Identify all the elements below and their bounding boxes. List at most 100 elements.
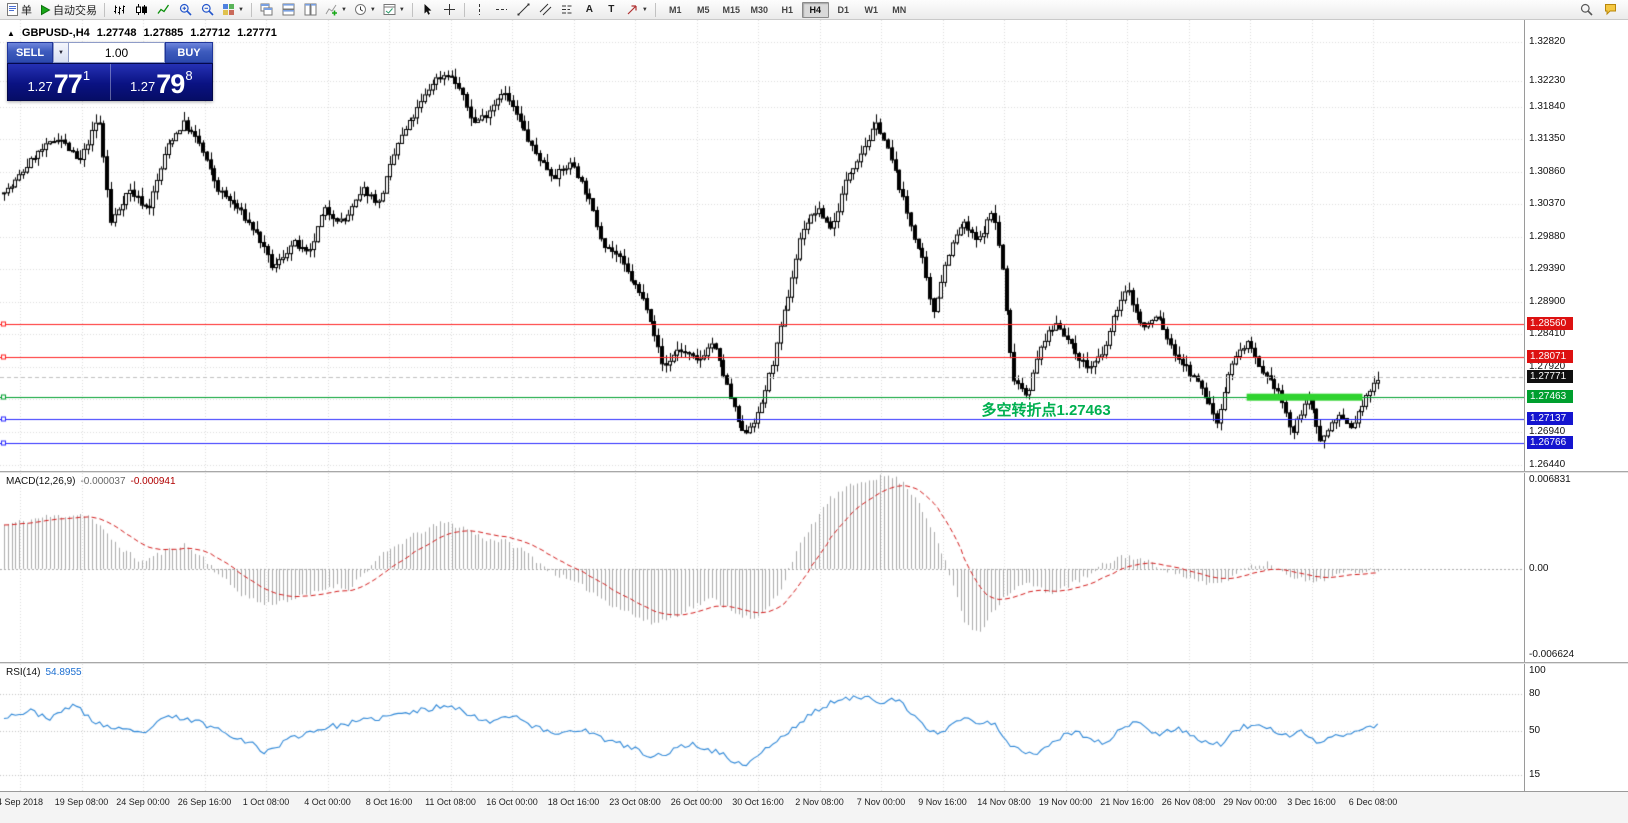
chart-header: ▲ GBPUSD-,H4 1.27748 1.27885 1.27712 1.2…	[7, 27, 277, 39]
timeframe-button-m30[interactable]: M30	[746, 2, 773, 18]
search-button[interactable]	[1576, 1, 1597, 19]
time-axis-label: 8 Oct 16:00	[365, 797, 413, 807]
price-axis-label: 1.31840	[1529, 100, 1566, 112]
bar-chart-icon	[114, 5, 125, 15]
rsi-pane: RSI(14) 54.8955	[0, 664, 1524, 791]
price-axis-label: 1.28410	[1529, 328, 1566, 340]
dropdown-caret-icon: ▼	[238, 6, 244, 13]
label-button[interactable]: T	[601, 1, 622, 19]
horizontal-line-button[interactable]	[491, 1, 512, 19]
macd-name: MACD(12,26,9)	[6, 476, 76, 487]
timeframe-button-mn[interactable]: MN	[886, 2, 913, 18]
templates-button[interactable]: ▼	[380, 1, 408, 19]
rsi-canvas[interactable]	[0, 664, 1524, 791]
timeframe-button-d1[interactable]: D1	[830, 2, 857, 18]
trade-panel-controls: SELL ▼ BUY	[7, 42, 213, 63]
tile-vertical-button[interactable]	[300, 1, 321, 19]
buy-price-display[interactable]: 1.27 79 8	[109, 64, 213, 100]
arrow-object-icon	[627, 5, 637, 15]
time-axis-label: 21 Nov 16:00	[1100, 797, 1154, 807]
dropdown-caret-icon: ▼	[340, 6, 347, 13]
trendline-icon	[517, 3, 530, 16]
time-axis-label: 26 Nov 08:00	[1161, 797, 1216, 807]
autotrading-label: 自动交易	[53, 4, 97, 17]
time-axis-label: 16 Oct 00:00	[486, 797, 538, 807]
zoom-in-button[interactable]	[175, 1, 196, 19]
price-badge: 1.26766	[1527, 436, 1573, 450]
rsi-name: RSI(14)	[6, 667, 41, 678]
symbol-label: GBPUSD-,H4	[21, 27, 90, 39]
timeframe-button-m5[interactable]: M5	[690, 2, 717, 18]
sell-button[interactable]: SELL	[7, 42, 53, 63]
new-chart-button[interactable]: ▼	[219, 1, 247, 19]
time-axis-label: 29 Nov 00:00	[1223, 797, 1277, 807]
candlestick-chart-button[interactable]	[131, 1, 152, 19]
toolbar: 单 自动交易 ▼	[0, 0, 1628, 20]
indicators-button[interactable]: ▼	[322, 1, 350, 19]
volume-dropdown-button[interactable]: ▼	[53, 42, 69, 63]
buy-button[interactable]: BUY	[165, 42, 213, 63]
pane-splitter[interactable]	[0, 471, 1628, 473]
text-button[interactable]: A	[579, 1, 600, 19]
channel-button[interactable]	[535, 1, 556, 19]
rsi-axis[interactable]: 100 80 50 15	[1524, 664, 1628, 791]
time-axis-label: 1 Oct 08:00	[242, 797, 290, 807]
toolbar-right-group	[1576, 1, 1625, 19]
macd-label: MACD(12,26,9) -0.000037 -0.000941	[6, 476, 176, 487]
time-axis-label: 4 Sep 2018	[0, 797, 44, 807]
zoom-out-button[interactable]	[197, 1, 218, 19]
macd-axis[interactable]: 0.006831 0.00 -0.006624	[1524, 473, 1628, 662]
cursor-icon	[424, 4, 432, 15]
price-axis[interactable]: 1.32820 1.32230 1.31840 1.31350 1.30860 1.303…	[1524, 20, 1628, 471]
search-icon	[1580, 3, 1593, 16]
pane-splitter[interactable]	[0, 662, 1628, 664]
macd-pane: MACD(12,26,9) -0.000037 -0.000941	[0, 473, 1524, 662]
dropdown-caret-icon: ▼	[369, 6, 376, 13]
cascade-windows-button[interactable]	[256, 1, 277, 19]
arrows-button[interactable]: ▼	[623, 1, 651, 19]
periods-button[interactable]: ▼	[351, 1, 379, 19]
buy-price-sup: 8	[185, 68, 193, 83]
toolbar-separator	[104, 2, 105, 17]
sell-price-display[interactable]: 1.27 77 1	[8, 64, 110, 100]
trendline-button[interactable]	[513, 1, 534, 19]
community-button[interactable]	[1600, 1, 1621, 19]
trade-panel-prices: 1.27 77 1 1.27 79 8	[7, 63, 213, 101]
price-chart-canvas[interactable]	[0, 20, 1524, 471]
line-chart-button[interactable]	[153, 1, 174, 19]
timeframe-button-h1[interactable]: H1	[774, 2, 801, 18]
volume-input[interactable]	[69, 42, 165, 63]
indicators-icon	[325, 4, 337, 16]
time-axis[interactable]: 4 Sep 2018 19 Sep 08:00 24 Sep 00:00 26 Sep…	[0, 791, 1628, 823]
time-axis-label: 11 Oct 08:00	[425, 797, 476, 807]
price-axis-label: 1.31350	[1529, 133, 1566, 145]
macd-canvas[interactable]	[0, 473, 1524, 662]
timeframe-button-m1[interactable]: M1	[662, 2, 689, 18]
autotrading-button[interactable]: 自动交易	[36, 1, 100, 19]
price-badge: 1.28560	[1527, 317, 1573, 331]
sell-price-main: 1.27	[27, 79, 53, 94]
vertical-line-button[interactable]	[469, 1, 490, 19]
vertical-line-icon	[478, 4, 480, 15]
rsi-axis-label: 80	[1529, 687, 1541, 699]
tile-horizontal-button[interactable]	[278, 1, 299, 19]
new-order-button[interactable]: 单	[3, 1, 35, 19]
one-click-trade-panel: SELL ▼ BUY 1.27 77 1 1.27 79 8	[7, 42, 213, 101]
panel-collapse-icon[interactable]: ▲	[7, 28, 15, 38]
rsi-label: RSI(14) 54.8955	[6, 667, 82, 678]
timeframe-button-h4[interactable]: H4	[801, 1, 829, 18]
price-axis-label: 1.32820	[1529, 35, 1566, 47]
fibonacci-button[interactable]	[557, 1, 578, 19]
price-chart-pane: ▲ GBPUSD-,H4 1.27748 1.27885 1.27712 1.2…	[0, 20, 1524, 471]
cursor-button[interactable]	[417, 1, 438, 19]
crosshair-button[interactable]	[439, 1, 460, 19]
bar-chart-button[interactable]	[109, 1, 130, 19]
timeframe-button-w1[interactable]: W1	[858, 2, 885, 18]
sell-price-big: 77	[53, 69, 83, 100]
time-axis-label: 18 Oct 16:00	[547, 797, 600, 807]
candlestick-chart-icon	[136, 4, 147, 15]
toolbar-separator	[411, 2, 413, 17]
time-axis-label: 26 Sep 16:00	[177, 797, 232, 807]
timeframe-button-m15[interactable]: M15	[718, 2, 745, 18]
